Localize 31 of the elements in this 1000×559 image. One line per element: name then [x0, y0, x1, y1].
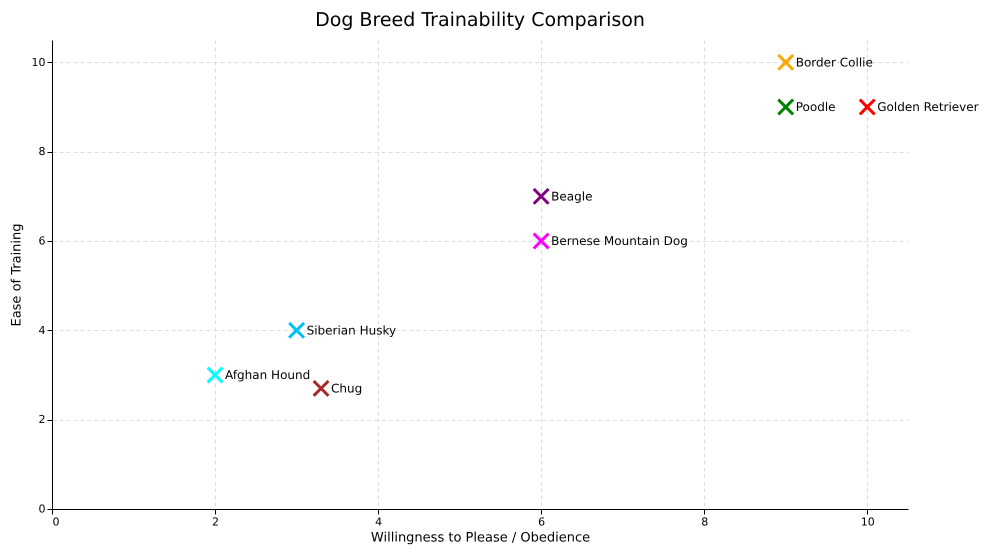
series-label: Siberian Husky [306, 323, 396, 338]
x-tick-label: 10 [860, 516, 875, 528]
series-label: Chug [331, 381, 362, 396]
y-axis-title: Ease of Training [10, 223, 25, 327]
point [776, 98, 795, 116]
y-tick-label: 10 [32, 56, 46, 69]
y-tick-label: 6 [38, 234, 46, 248]
x-tick-label: 6 [538, 516, 546, 528]
series-label: Bernese Mountain Dog [551, 234, 688, 248]
x-tick-label: 8 [701, 516, 708, 528]
point [532, 232, 550, 250]
x-axis-title: Willingness to Please / Obedience [370, 530, 590, 546]
series-label: Poodle [796, 100, 836, 114]
series-label: Afghan Hound [225, 368, 310, 382]
point [206, 366, 224, 384]
y-tick-label: 4 [38, 324, 46, 337]
series-label: Border Collie [796, 55, 873, 70]
y-tick-label: 0 [38, 502, 46, 516]
chart-title: Dog Breed Trainability Comparison [315, 9, 645, 31]
point [288, 321, 306, 340]
y-tick-label: 8 [38, 145, 46, 158]
x-tick-label: 0 [52, 516, 60, 528]
point [776, 53, 795, 72]
y-tick-label: 2 [38, 413, 46, 426]
x-tick-label: 2 [212, 516, 220, 528]
series-label: Golden Retriever [877, 100, 979, 114]
x-tick-label: 4 [375, 516, 382, 528]
point [312, 379, 330, 398]
point [532, 187, 550, 206]
point [858, 98, 876, 116]
series-label: Beagle [551, 189, 592, 204]
